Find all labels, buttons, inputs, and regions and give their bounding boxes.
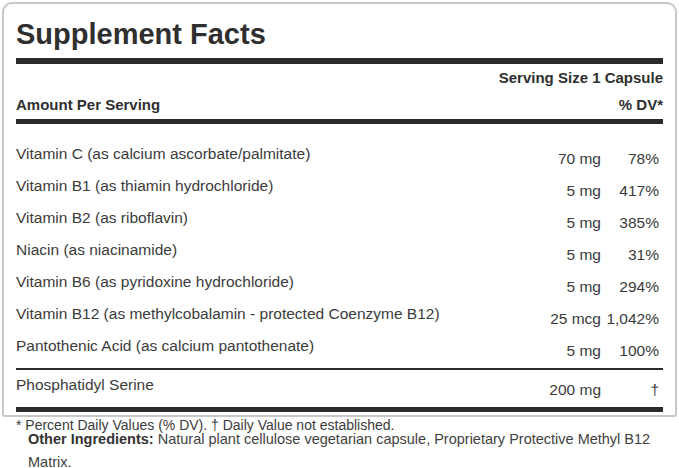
nutrient-dv: 78%: [601, 144, 659, 168]
serving-size: Serving Size 1 Capsule: [16, 69, 663, 87]
nutrient-dv: 385%: [601, 208, 659, 232]
nutrient-amount: 5 mg: [513, 272, 601, 296]
table-row: Pantothenic Acid (as calcium pantothenat…: [16, 336, 663, 360]
nutrient-dv: †: [601, 375, 659, 399]
divider-heavy-bottom: [16, 407, 663, 412]
table-row: Vitamin B1 (as thiamin hydrochloride) 5 …: [16, 176, 663, 200]
nutrient-amount: 5 mg: [513, 208, 601, 232]
nutrient-label: Pantothenic Acid (as calcium pantothenat…: [16, 336, 513, 355]
table-row: Vitamin B12 (as methylcobalamin - protec…: [16, 304, 663, 328]
nutrient-label: Phosphatidyl Serine: [16, 375, 513, 394]
divider-heavy-top: [16, 58, 663, 64]
supplement-label: Supplement Facts Serving Size 1 Capsule …: [0, 0, 679, 468]
column-header-row: Amount Per Serving % DV*: [16, 96, 663, 114]
nutrient-rows-secondary: Phosphatidyl Serine 200 mg †: [16, 375, 663, 399]
table-row: Phosphatidyl Serine 200 mg †: [16, 375, 663, 399]
nutrient-label: Vitamin C (as calcium ascorbate/palmitat…: [16, 144, 513, 163]
table-row: Vitamin C (as calcium ascorbate/palmitat…: [16, 144, 663, 168]
nutrient-amount: 70 mg: [513, 144, 601, 168]
nutrient-dv: 1,042%: [601, 304, 659, 328]
other-ingredients-label: Other Ingredients:: [28, 431, 154, 447]
nutrient-label: Vitamin B12 (as methylcobalamin - protec…: [16, 304, 513, 323]
nutrient-amount: 200 mg: [513, 375, 601, 399]
divider-heavy-header: [16, 119, 663, 124]
nutrient-label: Vitamin B1 (as thiamin hydrochloride): [16, 176, 513, 195]
panel-title: Supplement Facts: [16, 18, 663, 51]
other-ingredients: Other Ingredients: Natural plant cellulo…: [28, 428, 669, 468]
supplement-facts-panel: Supplement Facts Serving Size 1 Capsule …: [2, 2, 677, 417]
nutrient-amount: 5 mg: [513, 336, 601, 360]
nutrient-dv: 294%: [601, 272, 659, 296]
nutrient-amount: 25 mcg: [513, 304, 601, 328]
amount-per-serving-header: Amount Per Serving: [16, 96, 160, 114]
nutrient-rows: Vitamin C (as calcium ascorbate/palmitat…: [16, 144, 663, 360]
divider-thin: [16, 368, 663, 370]
nutrient-label: Vitamin B6 (as pyridoxine hydrochloride): [16, 272, 513, 291]
table-row: Vitamin B2 (as riboflavin) 5 mg 385%: [16, 208, 663, 232]
nutrient-label: Niacin (as niacinamide): [16, 240, 513, 259]
nutrient-dv: 100%: [601, 336, 659, 360]
nutrient-amount: 5 mg: [513, 240, 601, 264]
nutrient-amount: 5 mg: [513, 176, 601, 200]
nutrient-label: Vitamin B2 (as riboflavin): [16, 208, 513, 227]
nutrient-dv: 31%: [601, 240, 659, 264]
table-row: Vitamin B6 (as pyridoxine hydrochloride)…: [16, 272, 663, 296]
percent-dv-header: % DV*: [619, 96, 663, 114]
table-row: Niacin (as niacinamide) 5 mg 31%: [16, 240, 663, 264]
nutrient-dv: 417%: [601, 176, 659, 200]
